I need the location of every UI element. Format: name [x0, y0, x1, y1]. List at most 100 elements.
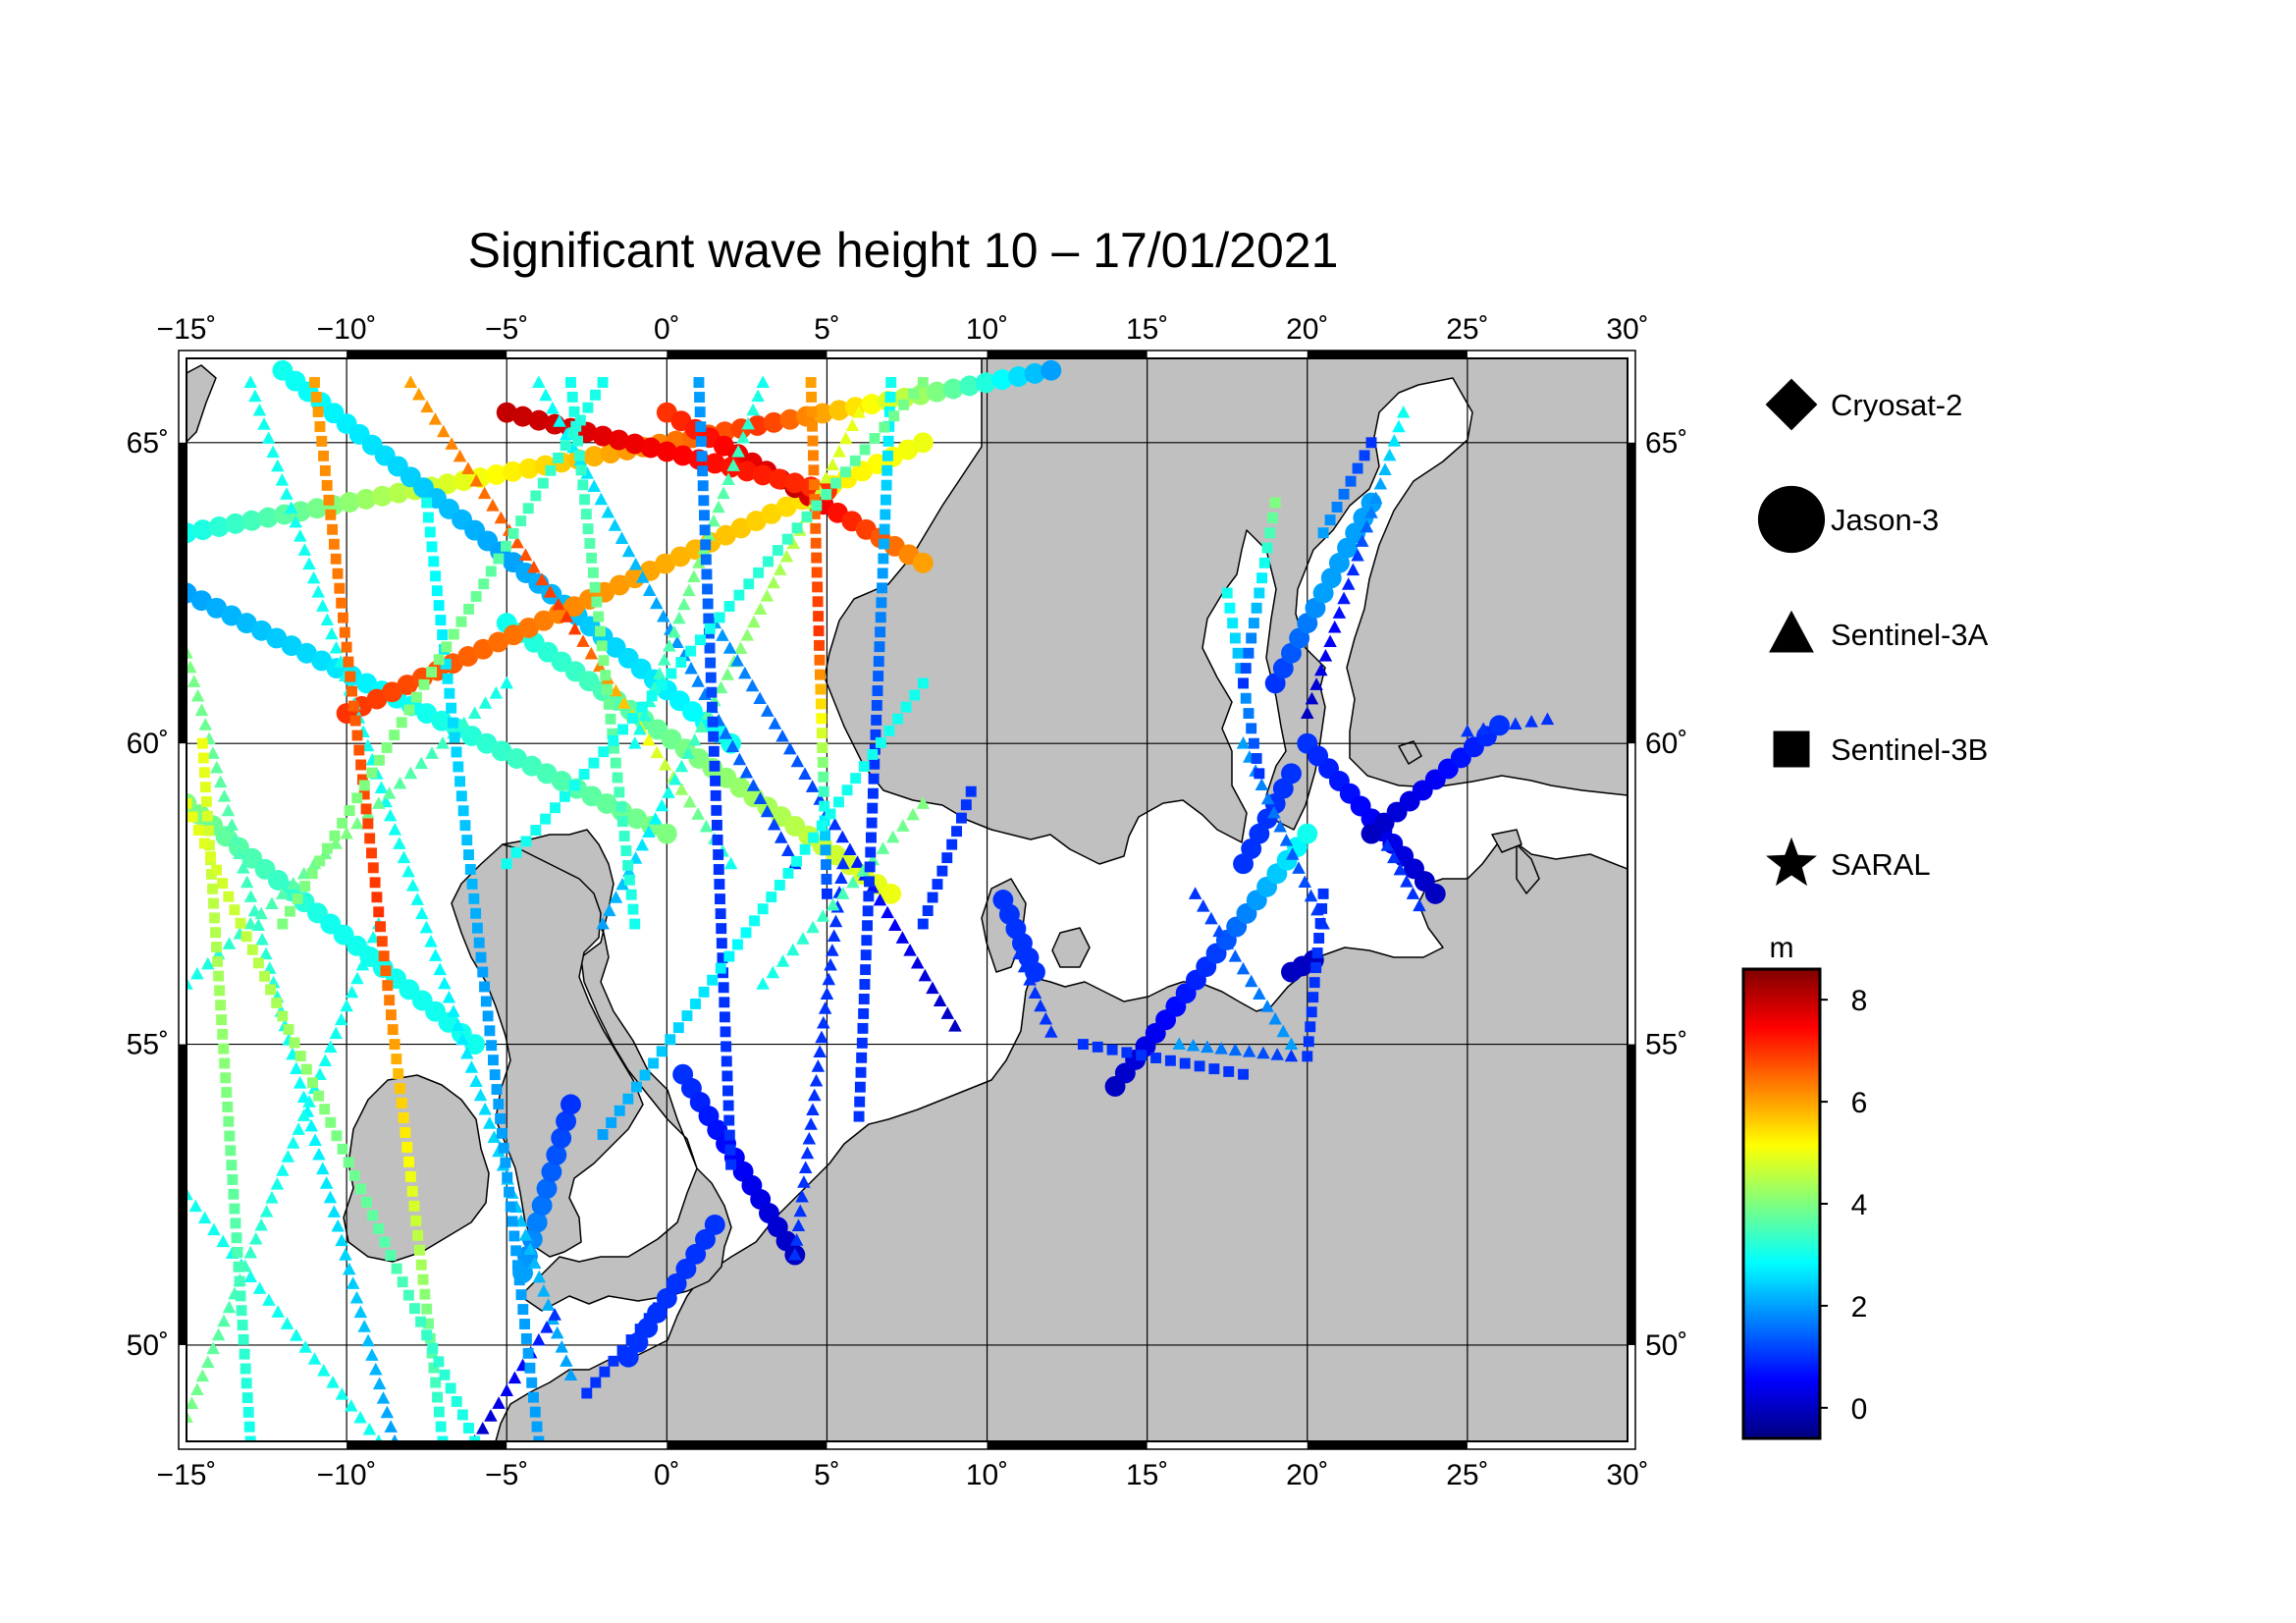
track-square-marker [1238, 677, 1249, 689]
track-triangle-marker [302, 1095, 316, 1108]
track-triangle-marker [187, 675, 201, 687]
track-triangle-marker [311, 584, 325, 598]
track-triangle-marker [768, 717, 782, 730]
track-circle-marker [747, 414, 769, 436]
track-triangle-marker [469, 1074, 483, 1088]
track-triangle-marker [1301, 706, 1314, 719]
track-square-marker [875, 626, 886, 638]
track-square-marker [591, 596, 603, 608]
track-circle-marker [464, 1034, 486, 1055]
track-square-marker [811, 552, 823, 564]
track-triangle-marker [527, 1256, 542, 1270]
track-triangle-marker [486, 499, 500, 512]
track-triangle-marker [596, 916, 610, 930]
track-triangle-marker [1509, 717, 1522, 730]
track-triangle-marker [243, 375, 258, 388]
track-square-marker [215, 1000, 227, 1011]
track-triangle-marker [846, 875, 860, 889]
track-square-marker [378, 950, 390, 962]
track-square-marker [622, 1093, 634, 1105]
track-circle-marker [695, 1228, 716, 1250]
legend-label: Jason-3 [1831, 503, 1939, 537]
track-triangle-marker [692, 556, 706, 568]
track-triangle-marker [455, 1032, 469, 1046]
track-square-marker [705, 657, 717, 669]
track-square-marker [672, 1022, 684, 1034]
track-triangle-marker [523, 1242, 537, 1255]
track-square-marker [714, 879, 725, 891]
track-square-marker [205, 851, 216, 863]
track-square-marker [233, 1261, 244, 1272]
track-circle-marker [763, 411, 784, 433]
track-triangle-marker [707, 514, 721, 527]
track-triangle-marker [262, 1293, 276, 1306]
track-square-marker [1232, 647, 1244, 659]
track-square-marker [415, 1316, 427, 1327]
track-square-marker [427, 1342, 439, 1354]
track-triangle-marker [627, 736, 642, 749]
track-triangle-marker [243, 890, 258, 902]
track-square-marker [1246, 632, 1257, 644]
track-square-marker [321, 479, 333, 491]
land-iceland-edge [187, 364, 217, 443]
track-circle-marker [437, 473, 458, 495]
track-square-marker [1164, 1055, 1176, 1066]
track-circle-marker [546, 1144, 567, 1165]
track-triangle-marker [355, 957, 370, 971]
track-square-marker [713, 864, 724, 875]
track-square-marker [208, 897, 219, 909]
track-square-marker [444, 687, 455, 699]
track-square-marker [329, 830, 341, 841]
track-circle-marker [512, 406, 533, 427]
track-triangle-marker [796, 932, 810, 945]
track-square-marker [515, 1289, 527, 1301]
lon-tick-label-top: −5˚ [485, 313, 528, 346]
track-triangle-marker [691, 807, 705, 820]
track-triangle-marker [248, 1231, 263, 1245]
track-triangle-marker [766, 965, 780, 979]
track-square-marker [821, 859, 831, 871]
track-triangle-marker [187, 1187, 193, 1201]
track-triangle-marker [725, 739, 740, 752]
track-square-marker [593, 611, 605, 622]
track-triangle-marker [1332, 606, 1347, 619]
track-triangle-marker [807, 1088, 822, 1102]
track-square-marker [277, 918, 289, 930]
track-square-marker [468, 893, 480, 904]
track-square-marker [718, 982, 729, 994]
track-triangle-marker [805, 780, 820, 792]
track-triangle-marker [1341, 577, 1356, 590]
track-square-marker [435, 1421, 447, 1433]
track-triangle-marker [1285, 847, 1300, 860]
track-square-marker [707, 701, 718, 713]
track-triangle-marker [667, 772, 682, 785]
track-square-marker [1345, 475, 1357, 487]
track-square-marker [240, 1363, 251, 1375]
track-square-marker [387, 1024, 399, 1036]
track-square-marker [757, 903, 769, 915]
track-triangle-marker [608, 518, 622, 531]
track-square-marker [639, 1069, 651, 1081]
track-triangle-marker [1396, 406, 1411, 418]
track-square-marker [695, 634, 706, 646]
track-triangle-marker [822, 972, 836, 986]
track-square-marker [319, 1104, 331, 1115]
track-square-marker [597, 1129, 609, 1140]
legend-circle-icon [1757, 485, 1826, 554]
track-triangle-marker [835, 887, 850, 899]
track-triangle-marker [761, 704, 774, 717]
track-triangle-marker [248, 389, 262, 403]
track-square-marker [463, 1423, 474, 1434]
lat-tick-label-right: 50˚ [1645, 1329, 1687, 1362]
lon-tick-label-bottom: 0˚ [654, 1459, 680, 1491]
track-triangle-marker [781, 843, 795, 856]
track-square-marker [1256, 572, 1268, 584]
track-triangle-marker [838, 431, 853, 445]
track-square-marker [623, 874, 635, 886]
track-triangle-marker [489, 685, 504, 699]
track-square-marker [719, 997, 730, 1008]
track-triangle-marker [350, 971, 364, 985]
track-triangle-marker [699, 819, 714, 833]
track-square-marker [533, 1435, 545, 1441]
track-square-marker [219, 1057, 231, 1069]
